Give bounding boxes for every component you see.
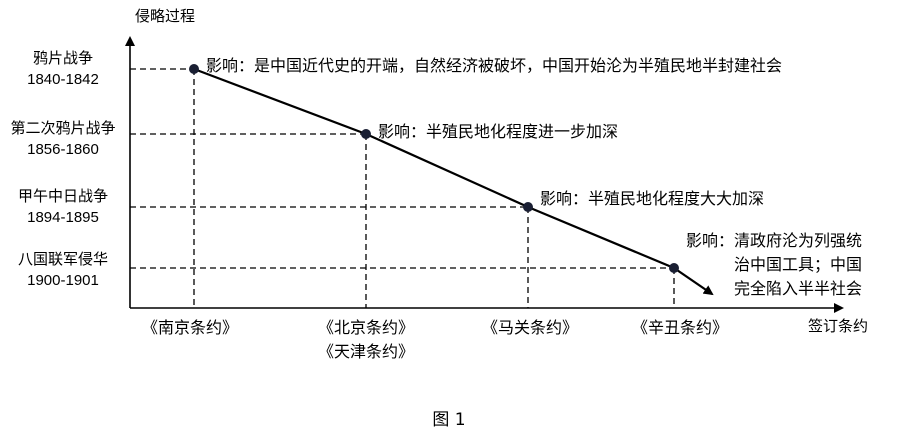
point-xinchou — [669, 263, 679, 273]
impact-4-line-3: 完全陷入半半社会 — [734, 279, 862, 298]
impact-1: 影响：是中国近代史的开端，自然经济被破坏，中国开始沦为半殖民地半封建社会 — [206, 56, 782, 75]
impact-4-line-1: 影响：清政府沦为列强统 — [686, 231, 862, 250]
war-label-1: 鸦片战争 — [33, 49, 93, 67]
treaty-beijing: 《北京条约》 — [318, 318, 414, 337]
figure-caption: 图 1 — [432, 410, 465, 430]
treaty-nanjing: 《南京条约》 — [142, 318, 238, 337]
impact-2: 影响：半殖民地化程度进一步加深 — [378, 122, 618, 141]
war-label-4: 八国联军侵华 — [18, 250, 108, 268]
treaty-tianjin: 《天津条约》 — [318, 342, 414, 361]
trend-line — [193, 67, 714, 296]
war-years-2: 1856-1860 — [27, 141, 99, 158]
war-years-4: 1900-1901 — [27, 272, 99, 289]
war-years-1: 1840-1842 — [27, 71, 99, 88]
impact-4-line-2: 治中国工具；中国 — [734, 255, 862, 274]
y-axis-title: 侵略过程 — [135, 7, 195, 25]
war-label-2: 第二次鸦片战争 — [10, 119, 115, 137]
point-maguan — [523, 202, 533, 212]
point-beijing-tianjin — [361, 129, 371, 139]
x-axis-title: 签订条约 — [808, 317, 868, 335]
war-years-3: 1894-1895 — [27, 209, 99, 226]
treaty-xinchou: 《辛丑条约》 — [632, 318, 728, 337]
point-nanjing — [189, 64, 199, 74]
treaty-maguan: 《马关条约》 — [482, 318, 578, 337]
impact-3: 影响：半殖民地化程度大大加深 — [540, 189, 764, 208]
war-label-3: 甲午中日战争 — [18, 187, 108, 205]
